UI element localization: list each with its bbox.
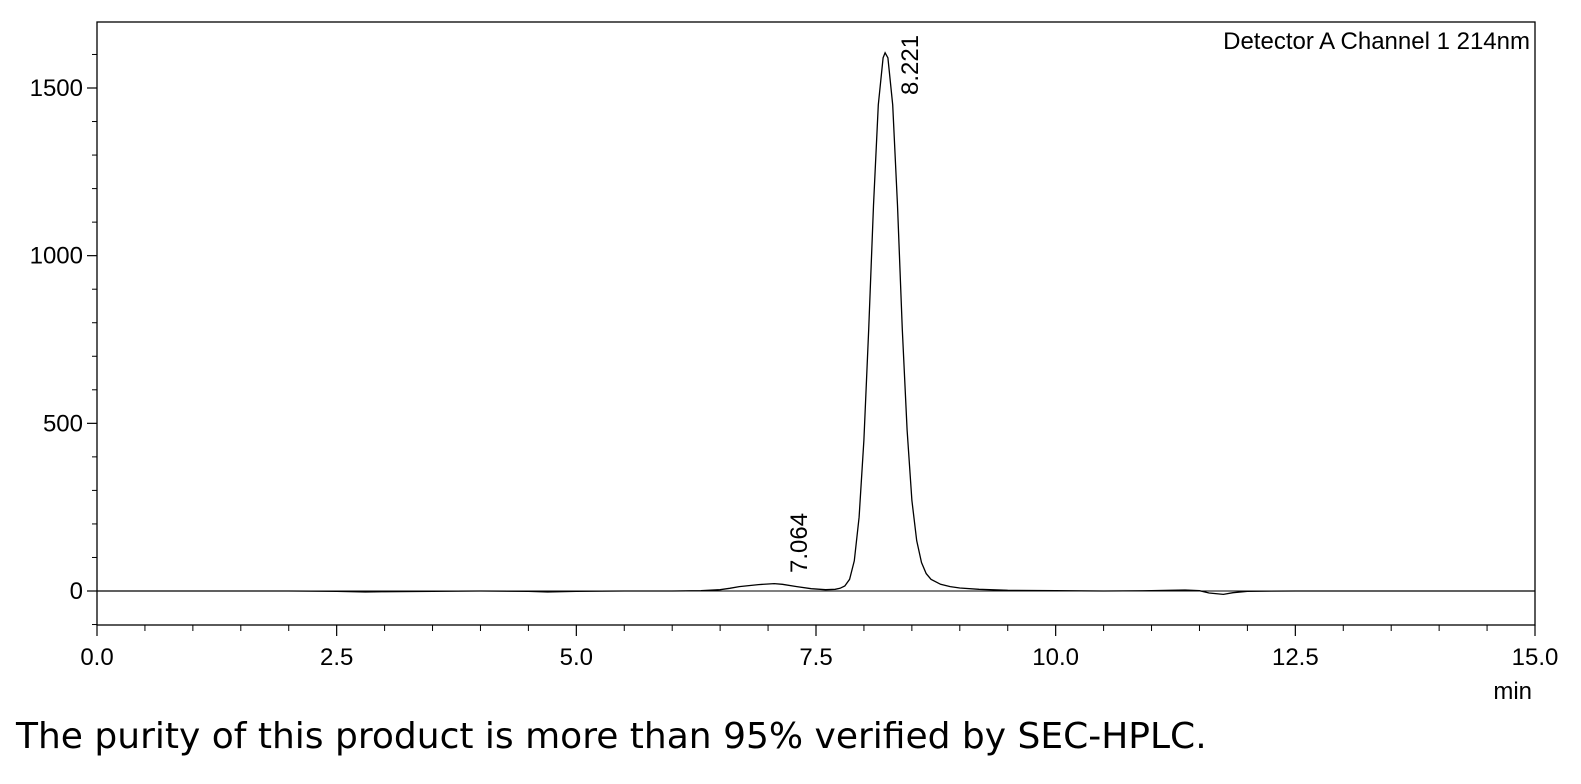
y-tick-label: 1000 <box>30 243 83 270</box>
x-tick-label: 12.5 <box>1272 644 1319 671</box>
y-tick-label: 1500 <box>30 75 83 102</box>
x-tick-label: 2.5 <box>320 644 353 671</box>
peak-label: 8.221 <box>897 35 924 95</box>
y-tick-label: 500 <box>43 410 83 437</box>
peak-label: 7.064 <box>786 513 813 573</box>
chromatogram-trace <box>97 51 1535 596</box>
y-tick-label: 0 <box>70 578 83 605</box>
x-tick-label: 5.0 <box>560 644 593 671</box>
chromatogram-chart: 0 500 1000 1500 0.0 2.5 5.0 7.5 10.0 12.5 15.0 7.… <box>30 21 1558 705</box>
purity-caption: The purity of this product is more than … <box>16 716 1207 757</box>
x-tick-label: 15.0 <box>1512 644 1559 671</box>
x-tick-label: 10.0 <box>1032 644 1079 671</box>
plot-frame <box>96 21 1536 626</box>
y-axis-ticks: 0 500 1000 1500 <box>30 75 97 605</box>
x-axis-label: min <box>1493 678 1532 705</box>
peak-labels: 7.064 8.221 <box>786 35 924 573</box>
y-minor-ticks <box>92 53 97 626</box>
x-tick-label: 0.0 <box>80 644 113 671</box>
chart-title: Detector A Channel 1 214nm <box>1223 28 1530 55</box>
x-minor-ticks <box>144 625 1488 631</box>
x-axis-ticks: 0.0 2.5 5.0 7.5 10.0 12.5 15.0 <box>80 625 1558 671</box>
x-tick-label: 7.5 <box>799 644 832 671</box>
